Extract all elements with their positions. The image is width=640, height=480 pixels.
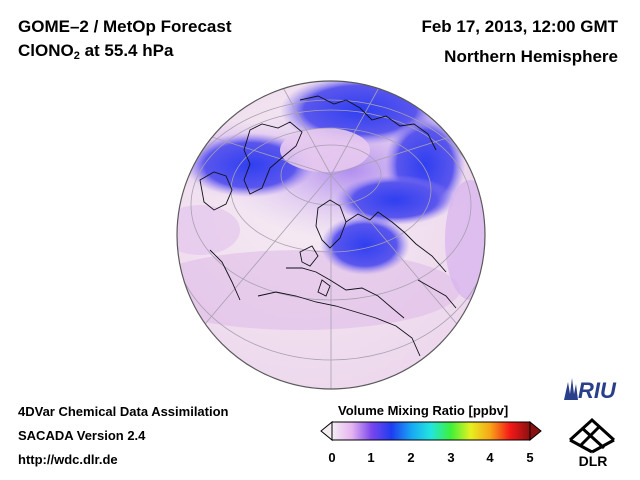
colorbar-title: Volume Mixing Ratio [ppbv] bbox=[338, 403, 509, 418]
footer-url[interactable]: http://wdc.dlr.de bbox=[18, 452, 118, 467]
dlr-logo-text: DLR bbox=[579, 453, 608, 468]
colorbar bbox=[320, 421, 542, 441]
footer-method: 4DVar Chemical Data Assimilation bbox=[18, 404, 229, 419]
forecast-datetime: Feb 17, 2013, 12:00 GMT bbox=[421, 17, 618, 36]
colorbar-tick: 2 bbox=[407, 450, 415, 465]
footer-version: SACADA Version 2.4 bbox=[18, 428, 146, 443]
colorbar-tick: 5 bbox=[526, 450, 534, 465]
species-subscript: 2 bbox=[73, 50, 80, 62]
colorbar-tick: 1 bbox=[367, 450, 375, 465]
colorbar-tick: 0 bbox=[328, 450, 336, 465]
species-label: ClONO2 at 55.4 hPa bbox=[18, 41, 174, 62]
pressure-level: at 55.4 hPa bbox=[79, 41, 174, 60]
coastlines bbox=[199, 95, 457, 357]
map-title: GOME–2 / MetOp Forecast bbox=[18, 17, 232, 36]
riu-logo: RIU bbox=[564, 378, 617, 403]
species-name: ClONO bbox=[18, 41, 74, 60]
riu-logo-text: RIU bbox=[578, 378, 617, 403]
colorbar-tick: 4 bbox=[486, 450, 494, 465]
colorbar-scale bbox=[331, 421, 531, 441]
graticule bbox=[177, 81, 485, 389]
colorbar-tick: 3 bbox=[447, 450, 455, 465]
globe-map bbox=[176, 80, 486, 390]
dlr-logo: DLR bbox=[568, 417, 616, 468]
colorbar-min-arrow bbox=[320, 421, 333, 441]
hemisphere-label: Northern Hemisphere bbox=[444, 47, 618, 66]
colorbar-max-arrow bbox=[529, 421, 542, 441]
